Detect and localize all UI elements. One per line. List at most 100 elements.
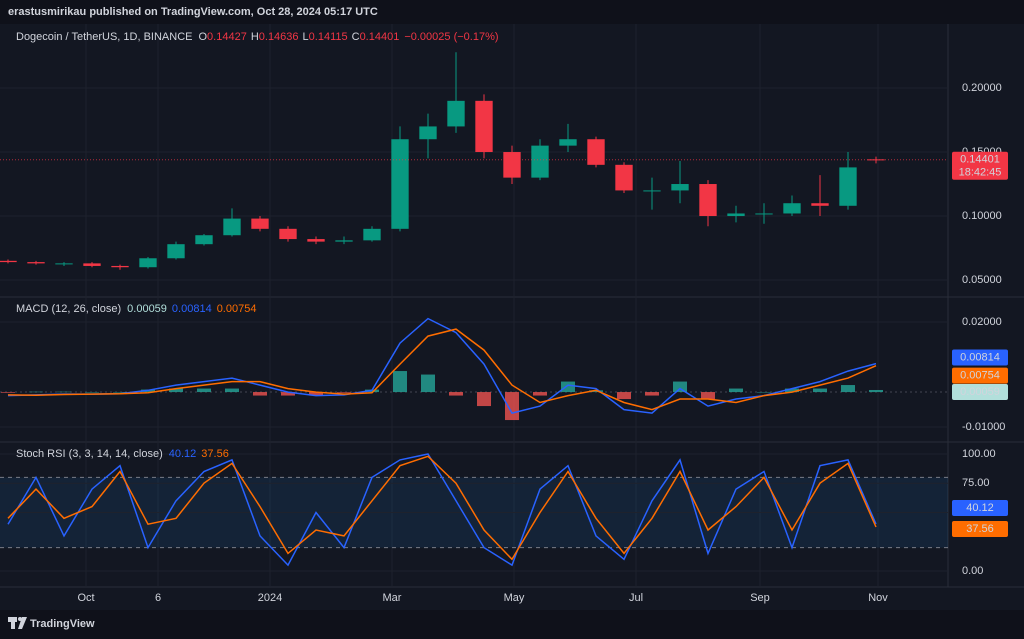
candle-body [615, 164, 633, 191]
histogram-bar [477, 392, 491, 407]
y-tick-label: 0.02000 [962, 316, 1002, 328]
candle-body [587, 139, 605, 165]
candle-body [139, 258, 157, 268]
k-last: 40.12 [966, 502, 994, 514]
signal-last: 0.00754 [960, 370, 1000, 382]
y-tick-label: 100.00 [962, 448, 996, 460]
candle-body [727, 213, 745, 217]
histogram-bar [869, 389, 883, 393]
histogram-bar [757, 392, 771, 393]
d-last-box [952, 521, 1008, 538]
countdown: 18:42:45 [959, 167, 1002, 179]
signal-value: 0.00754 [217, 303, 257, 315]
stoch-legend: Stoch RSI (3, 3, 14, 14, close) 40.12 37.5… [16, 448, 229, 460]
x-tick-label: Sep [750, 592, 770, 604]
publisher: erastusmirikau published on TradingView.… [8, 6, 378, 18]
histogram-bar [729, 388, 743, 393]
series-line [7, 453, 877, 567]
y-tick-label: 0.05000 [962, 274, 1002, 286]
macd-last-box [952, 349, 1008, 366]
candle-body [391, 139, 409, 229]
histogram-bar [449, 392, 463, 396]
x-tick-label: 2024 [258, 592, 282, 604]
candle-body [0, 260, 17, 263]
candle-body [447, 100, 465, 127]
macd-legend: MACD (12, 26, close) 0.00059 0.00814 0.0075… [16, 303, 256, 315]
candle-body [83, 263, 101, 266]
candle-body [363, 228, 381, 241]
histogram-bar [813, 388, 827, 393]
candle-body [811, 203, 829, 206]
histogram-bar [393, 371, 407, 393]
histogram-bar [589, 390, 603, 393]
d-value: 37.56 [201, 448, 229, 460]
hist-last-box [952, 384, 1008, 401]
histogram-bar [421, 374, 435, 393]
candle-body [251, 218, 269, 229]
histogram-bar [841, 385, 855, 393]
histogram-bar [281, 392, 295, 396]
candle-body [279, 228, 297, 240]
candle-body [419, 126, 437, 140]
histogram-bar [253, 392, 267, 396]
histogram-bar [1, 392, 15, 393]
series-line [7, 317, 877, 414]
histogram-bar [113, 392, 127, 393]
candle-body [27, 262, 45, 264]
series-line [7, 328, 877, 411]
series-line [7, 455, 877, 561]
histogram-bar [617, 392, 631, 400]
histogram-bar [701, 392, 715, 400]
histogram-bar [785, 388, 799, 393]
candle-body [531, 145, 549, 178]
candle-body [783, 203, 801, 214]
histogram-bar [673, 381, 687, 393]
symbol-title: Dogecoin / TetherUS, 1D, BINANCE [16, 31, 192, 43]
x-tick-label: Nov [868, 592, 888, 604]
ohlc-key: C [352, 31, 360, 43]
candle-body [755, 213, 773, 215]
y-tick-label: -0.01000 [962, 421, 1005, 433]
x-tick-label: 6 [155, 592, 161, 604]
candle-body [55, 263, 73, 265]
candle-body [307, 239, 325, 242]
hist-value: 0.00059 [127, 303, 167, 315]
macd-last: 0.00814 [960, 351, 1000, 363]
candle-body [195, 235, 213, 245]
x-tick-label: Mar [383, 592, 402, 604]
histogram-bar [561, 381, 575, 393]
candle-body [223, 218, 241, 236]
histogram-bar [337, 392, 351, 393]
histogram-bar [309, 392, 323, 396]
ohlc-value: 0.14401 [360, 31, 400, 43]
brand: TradingView [30, 618, 95, 630]
price-change: −0.00025 (−0.17%) [404, 31, 498, 43]
histogram-bar [225, 388, 239, 393]
last-price-box [952, 151, 1008, 180]
candle-body [643, 190, 661, 192]
last-price: 0.14401 [960, 154, 1000, 166]
histogram-bar [197, 388, 211, 393]
ohlc-value: 0.14115 [309, 31, 348, 43]
macd-title: MACD (12, 26, close) [16, 303, 121, 315]
y-tick-label: 75.00 [962, 477, 990, 489]
histogram-bar [57, 391, 71, 393]
histogram-bar [85, 392, 99, 393]
candle-body [699, 184, 717, 217]
candle-body [475, 100, 493, 153]
x-tick-label: May [504, 592, 525, 604]
x-tick-label: Jul [629, 592, 643, 604]
candle-body [167, 244, 185, 259]
top-bar [0, 0, 1024, 24]
candle-body [503, 152, 521, 178]
histogram-bar [505, 392, 519, 421]
k-value: 40.12 [169, 448, 197, 460]
k-last-box [952, 500, 1008, 517]
candle-body [111, 265, 129, 268]
price-legend: Dogecoin / TetherUS, 1D, BINANCE O0.14427… [16, 31, 499, 43]
macd-value: 0.00814 [172, 303, 212, 315]
ohlc-key: H [251, 31, 259, 43]
